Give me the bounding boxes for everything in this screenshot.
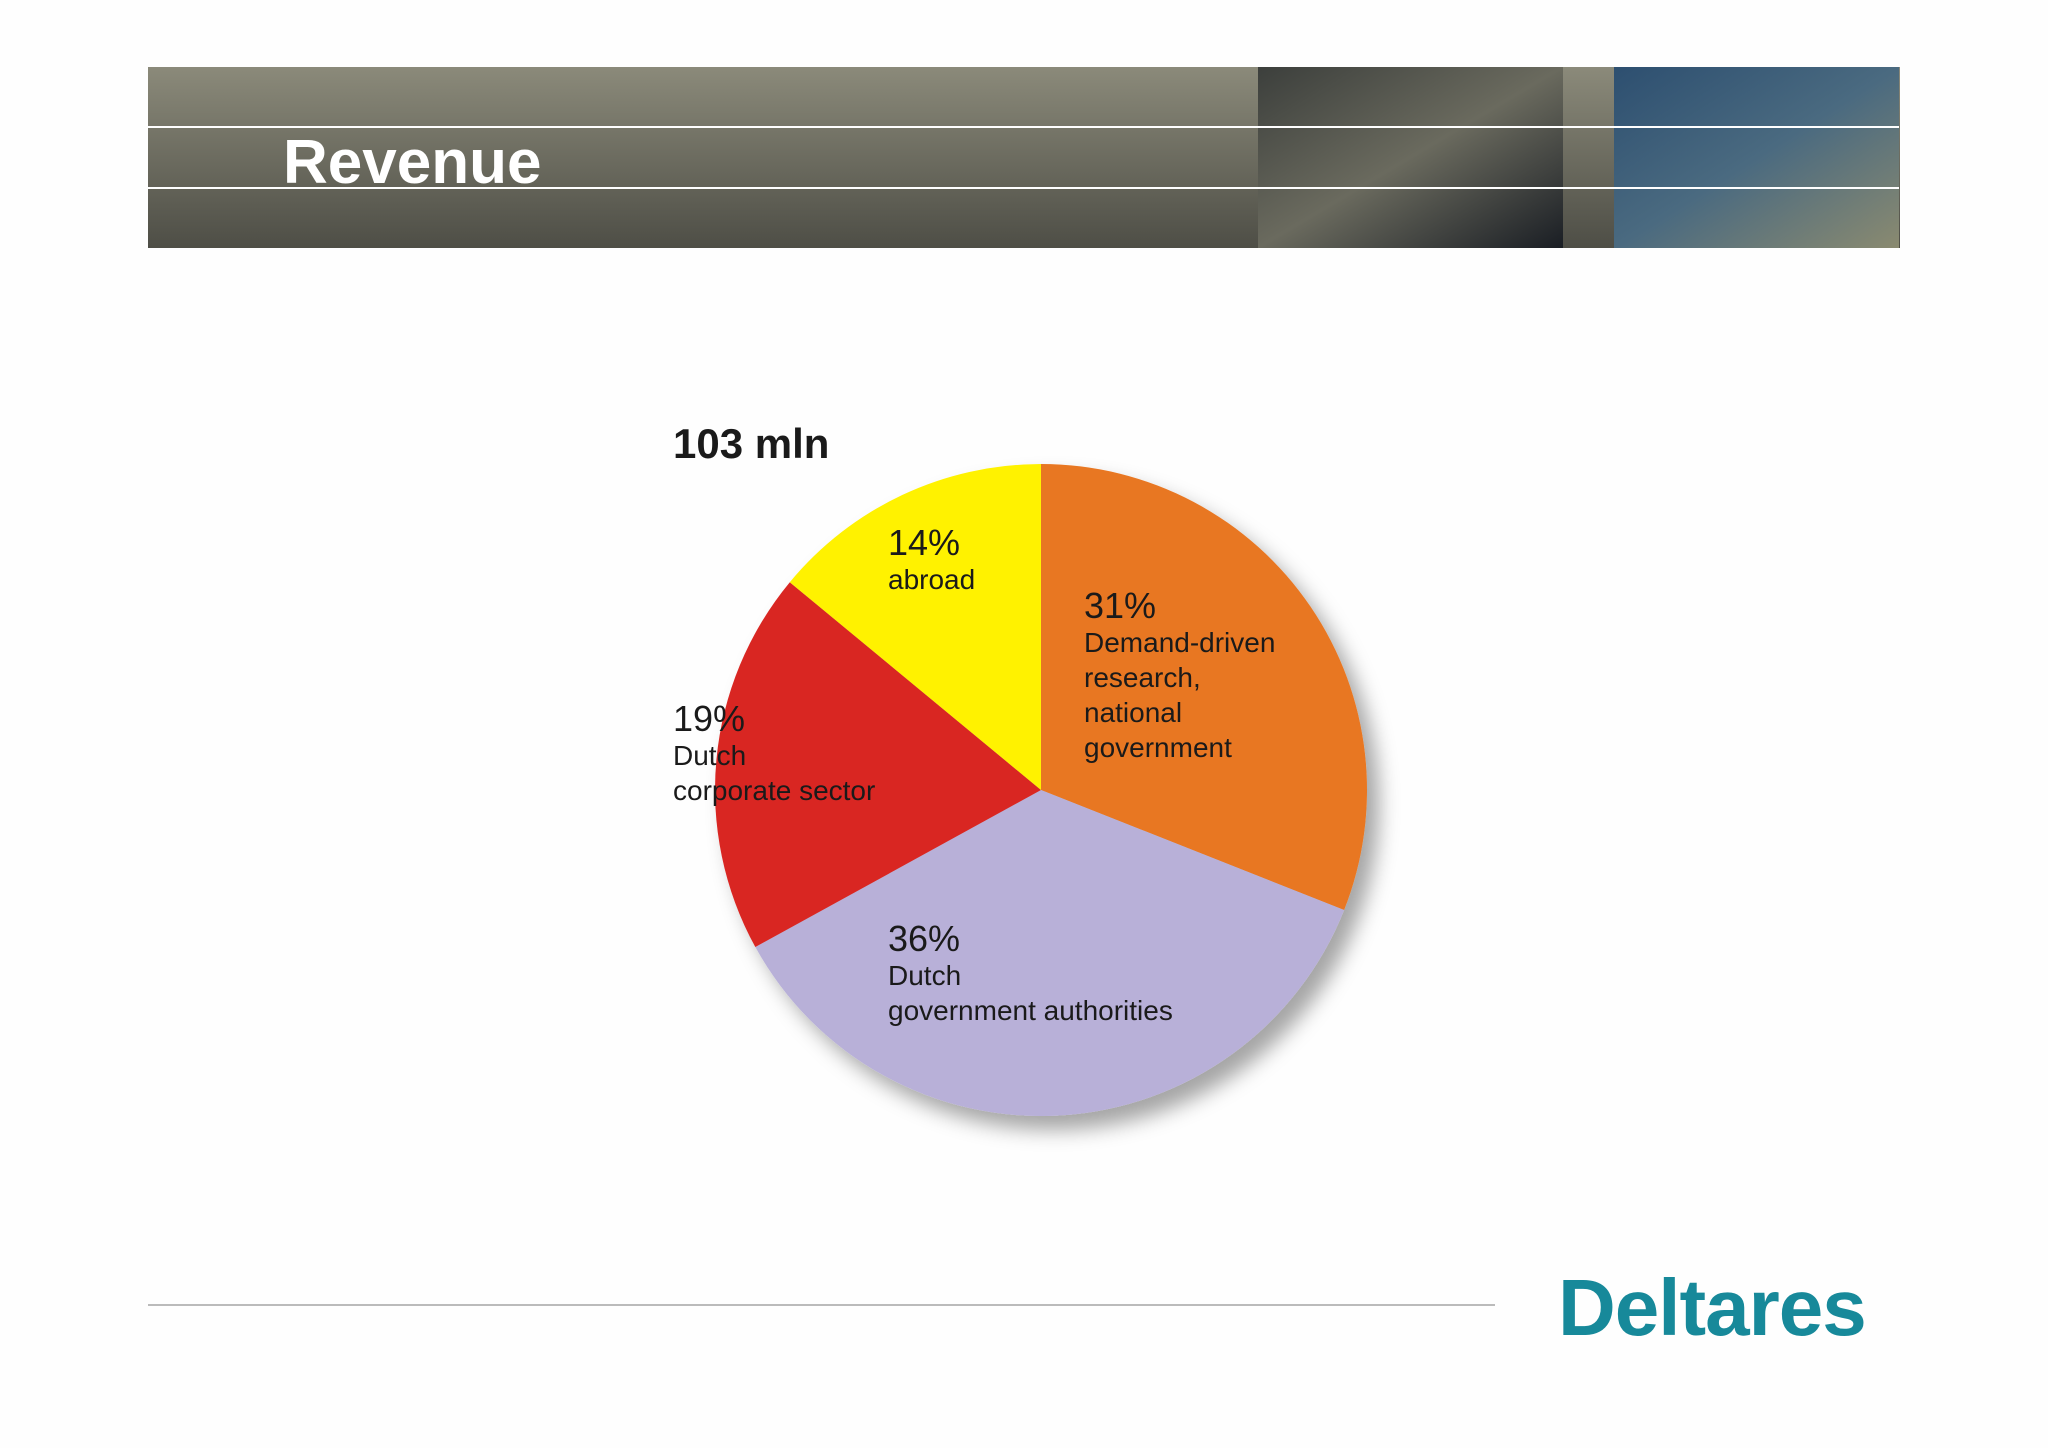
value-label: 31% (1084, 585, 1157, 626)
slice (715, 582, 1041, 948)
slice (789, 464, 1041, 790)
logo: Deltares (1558, 1263, 1867, 1352)
slice-label: Dutch corporate sector (673, 740, 876, 806)
header-image (1258, 67, 1563, 248)
slice (1041, 464, 1367, 911)
header-band (148, 67, 1900, 248)
slice-label: abroad (888, 564, 976, 595)
slice-label: Dutch government authorities (888, 960, 1173, 1026)
value-label: 36% (888, 918, 961, 959)
slice (755, 790, 1345, 1116)
title: Revenue (283, 128, 542, 197)
subtitle: 103 mln (673, 420, 830, 467)
slice-label: Demand-driven research, national governm… (1084, 627, 1276, 763)
value-label: 14% (888, 522, 961, 563)
header-image (1614, 67, 1899, 248)
value-label: 19% (673, 698, 746, 739)
pie (715, 464, 1367, 1116)
